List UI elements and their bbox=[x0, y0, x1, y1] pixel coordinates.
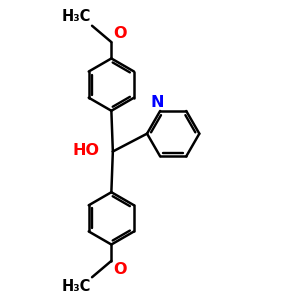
Text: H₃C: H₃C bbox=[61, 279, 91, 294]
Text: O: O bbox=[113, 26, 126, 41]
Text: H₃C: H₃C bbox=[61, 9, 91, 24]
Text: N: N bbox=[151, 94, 164, 110]
Text: O: O bbox=[113, 262, 126, 277]
Text: HO: HO bbox=[73, 142, 100, 158]
